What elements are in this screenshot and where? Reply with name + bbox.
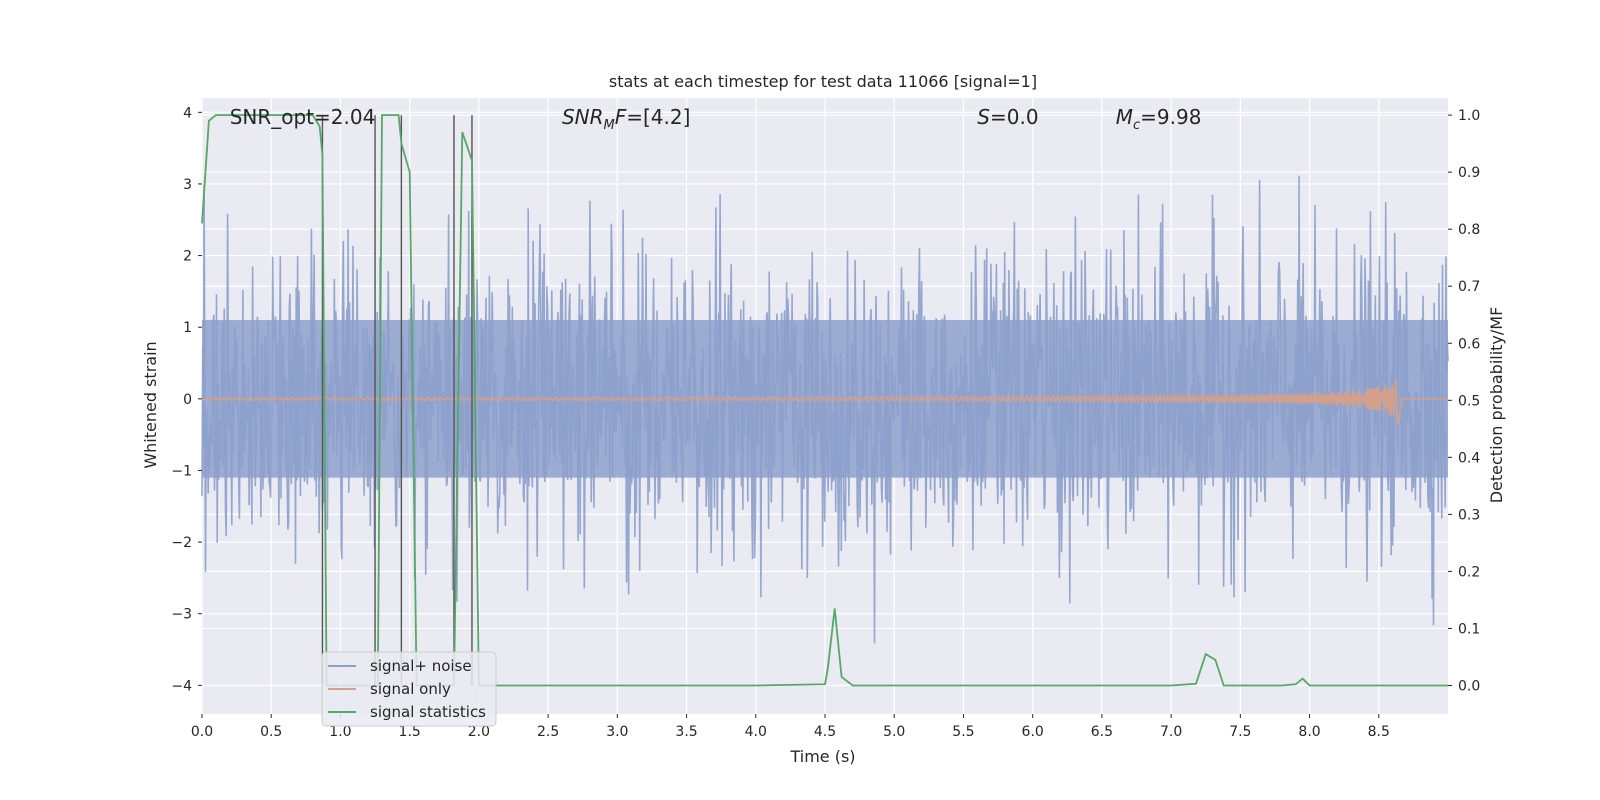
x-tick-label: 3.0 bbox=[606, 724, 628, 740]
y-left-tick-label: −4 bbox=[171, 678, 192, 694]
y-right-tick-label: 0.5 bbox=[1458, 393, 1480, 409]
y-left-tick-label: 0 bbox=[183, 392, 192, 408]
x-tick-label: 8.0 bbox=[1298, 724, 1320, 740]
x-tick-label: 5.0 bbox=[883, 724, 905, 740]
x-tick-label: 1.5 bbox=[399, 724, 421, 740]
y-axis-label-left: Whitened strain bbox=[141, 341, 160, 468]
legend: signal+ noise signal only signal statistic… bbox=[321, 651, 497, 727]
y-right-tick-label: 0.1 bbox=[1458, 621, 1480, 637]
x-tick-labels: 0.0 0.5 1.0 1.5 2.0 2.5 3.0 3.5 4.0 4.5 5.0 5.5 6.0 6… bbox=[191, 714, 1390, 740]
y-right-tick-label: 0.8 bbox=[1458, 222, 1480, 238]
legend-box bbox=[321, 651, 497, 727]
x-tick-label: 1.0 bbox=[329, 724, 351, 740]
x-tick-label: 0.5 bbox=[260, 724, 282, 740]
y-left-tick-label: 3 bbox=[183, 177, 192, 193]
x-tick-label: 5.5 bbox=[952, 724, 974, 740]
y-right-tick-label: 0.9 bbox=[1458, 165, 1480, 181]
x-tick-label: 2.0 bbox=[468, 724, 490, 740]
y-axis-label-right: Detection probability/MF bbox=[1487, 307, 1506, 504]
y-left-tick-label: −3 bbox=[171, 607, 192, 623]
y-left-tick-label: 4 bbox=[183, 105, 192, 121]
y-right-tick-label: 0.2 bbox=[1458, 564, 1480, 580]
x-tick-label: 4.0 bbox=[745, 724, 767, 740]
y-right-tick-label: 1.0 bbox=[1458, 108, 1480, 124]
annotation-2: S=0.0 bbox=[977, 105, 1038, 129]
y-right-tick-label: 0.3 bbox=[1458, 507, 1480, 523]
x-tick-label: 7.5 bbox=[1229, 724, 1251, 740]
y-right-tick-label: 0.6 bbox=[1458, 336, 1480, 352]
y-right-tick-label: 0.4 bbox=[1458, 450, 1480, 466]
annotation-1: SNRMF=[4.2] bbox=[562, 105, 690, 133]
y-left-tick-label: 1 bbox=[183, 320, 192, 336]
y-left-tick-labels: 4 3 2 1 0 −1 −2 −3 −4 bbox=[171, 105, 202, 694]
annotation-3: Mc=9.98 bbox=[1116, 105, 1202, 133]
y-right-tick-label: 0.7 bbox=[1458, 279, 1480, 295]
legend-label: signal+ noise bbox=[370, 657, 472, 675]
y-left-tick-label: 2 bbox=[183, 249, 192, 265]
x-tick-label: 6.5 bbox=[1091, 724, 1113, 740]
x-tick-label: 8.5 bbox=[1368, 724, 1390, 740]
y-right-tick-label: 0.0 bbox=[1458, 678, 1480, 694]
x-tick-label: 0.0 bbox=[191, 724, 213, 740]
annotation-0: SNR_opt=2.04 bbox=[230, 105, 376, 129]
x-axis-label: Time (s) bbox=[789, 747, 855, 766]
chart-title: stats at each timestep for test data 110… bbox=[609, 72, 1037, 91]
x-tick-label: 7.0 bbox=[1160, 724, 1182, 740]
annotations: SNR_opt=2.04 SNRMF=[4.2] S=0.0 Mc=9.98 bbox=[230, 105, 1202, 133]
y-left-tick-label: −2 bbox=[171, 535, 192, 551]
x-tick-label: 6.0 bbox=[1022, 724, 1044, 740]
legend-label: signal only bbox=[370, 680, 451, 698]
x-tick-label: 4.5 bbox=[814, 724, 836, 740]
legend-label: signal statistics bbox=[370, 703, 486, 721]
y-right-tick-labels: 1.0 0.9 0.8 0.7 0.6 0.5 0.4 0.3 0.2 0.1 0.0 bbox=[1448, 108, 1480, 694]
x-tick-label: 2.5 bbox=[537, 724, 559, 740]
y-left-tick-label: −1 bbox=[171, 463, 192, 479]
x-tick-label: 3.5 bbox=[675, 724, 697, 740]
